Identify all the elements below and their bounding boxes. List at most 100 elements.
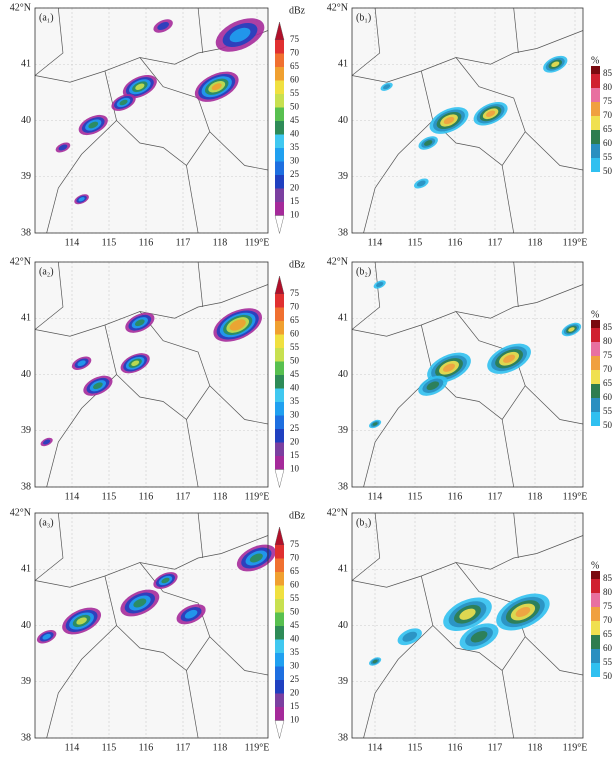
colorbar-segment xyxy=(591,116,600,130)
panel-label: (b₂) xyxy=(356,266,371,277)
colorbar-label: 30 xyxy=(290,156,300,166)
colorbar-segment xyxy=(275,415,284,429)
colorbar-label: 75 xyxy=(290,539,300,549)
x-tick-label: 115 xyxy=(408,237,423,248)
boundary xyxy=(363,625,434,739)
boundary xyxy=(455,57,526,166)
y-tick-label: 39 xyxy=(338,425,348,436)
colorbar-segment xyxy=(591,320,600,328)
x-tick-label: 118 xyxy=(528,237,543,248)
panel: 114 115 116 117 118 119°E 42°N 41 40 39 38 (a₂) dBz 7… xyxy=(10,256,306,502)
echo-region xyxy=(76,617,87,625)
y-tick-label: 38 xyxy=(338,227,348,238)
y-tick-label: 38 xyxy=(338,732,348,743)
boundary xyxy=(513,7,519,54)
echo-region xyxy=(485,110,496,117)
echo-region xyxy=(402,631,418,642)
colorbar-segment xyxy=(275,80,284,94)
colorbar-end xyxy=(274,215,285,234)
echo-region xyxy=(78,197,85,202)
y-tick-label: 41 xyxy=(338,313,348,324)
y-tick-label: 39 xyxy=(21,425,31,436)
echo-region xyxy=(93,382,103,390)
boundary xyxy=(34,284,269,337)
colorbar-segment xyxy=(591,412,600,426)
y-tick-label: 41 xyxy=(338,564,348,575)
colorbar-segment xyxy=(275,639,284,653)
x-tick-label: 115 xyxy=(102,742,117,753)
echo-region xyxy=(503,354,516,363)
boundary xyxy=(34,7,64,76)
y-tick-label: 42°N xyxy=(327,507,348,518)
colorbar-label: 10 xyxy=(290,464,300,474)
colorbar-segment xyxy=(275,294,284,308)
y-tick-label: 39 xyxy=(21,676,31,687)
colorbar-label: 80 xyxy=(603,336,613,346)
map-frame xyxy=(351,261,584,488)
colorbar-segment xyxy=(275,121,284,135)
colorbar-label: 45 xyxy=(290,369,300,379)
y-tick-label: 40 xyxy=(21,115,31,126)
colorbar-segment xyxy=(275,175,284,189)
colorbar-segment xyxy=(275,429,284,443)
colorbar-end xyxy=(274,21,285,41)
map-frame xyxy=(351,512,584,739)
boundary xyxy=(525,131,584,171)
y-tick-label: 38 xyxy=(21,481,31,492)
colorbar-label: 20 xyxy=(290,437,300,447)
x-tick-label: 116 xyxy=(139,742,154,753)
colorbar-end xyxy=(274,275,285,295)
y-tick-label: 38 xyxy=(21,732,31,743)
colorbar-label: 55 xyxy=(603,406,613,416)
colorbar-label: 85 xyxy=(603,573,613,583)
x-tick-label: 118 xyxy=(213,742,228,753)
boundary xyxy=(525,636,584,676)
echo-region xyxy=(131,360,140,366)
echo-region xyxy=(43,439,51,445)
echo-region xyxy=(58,144,68,151)
colorbar-label: 35 xyxy=(290,647,300,657)
colorbar-segment xyxy=(591,621,600,635)
map-frame xyxy=(351,7,584,234)
colorbar-segment xyxy=(275,161,284,175)
x-tick-label: 115 xyxy=(408,491,423,502)
colorbar-segment xyxy=(275,361,284,375)
boundary xyxy=(209,385,269,425)
colorbar-segment xyxy=(275,599,284,613)
map-frame xyxy=(34,512,269,739)
panel-label: (a₁) xyxy=(39,12,54,23)
x-tick-label: 116 xyxy=(448,237,463,248)
colorbar-segment xyxy=(275,53,284,67)
colorbar-label: 10 xyxy=(290,715,300,725)
colorbar-segment xyxy=(275,572,284,586)
colorbar-segment xyxy=(591,328,600,342)
colorbar-label: 55 xyxy=(290,342,300,352)
colorbar-label: 20 xyxy=(290,183,300,193)
colorbar-label: 35 xyxy=(290,396,300,406)
echo-region xyxy=(249,553,263,563)
echo-region xyxy=(161,577,170,584)
colorbar-label: 25 xyxy=(290,169,300,179)
boundary xyxy=(351,535,584,588)
echo-region xyxy=(372,659,378,664)
colorbar-segment xyxy=(275,307,284,321)
boundary xyxy=(351,30,584,83)
colorbar-label: 60 xyxy=(603,643,613,653)
y-tick-label: 42°N xyxy=(327,2,348,13)
colorbar-label: 15 xyxy=(290,196,300,206)
echo-region xyxy=(426,381,440,391)
colorbar-segment xyxy=(275,585,284,599)
boundary xyxy=(139,311,211,420)
colorbar-label: 70 xyxy=(290,553,300,563)
colorbar-label: 80 xyxy=(603,587,613,597)
colorbar-segment xyxy=(275,680,284,694)
boundary xyxy=(197,512,204,559)
colorbar-unit: dBz xyxy=(289,510,306,521)
colorbar-label: 45 xyxy=(290,115,300,125)
panel: 114 115 116 117 118 119°E 42°N 41 40 39 38 (b₂)% 85 8… xyxy=(327,256,613,502)
colorbar-label: 15 xyxy=(290,450,300,460)
colorbar-label: 55 xyxy=(603,152,613,162)
x-tick-label: 119°E xyxy=(563,742,588,753)
boundary xyxy=(34,30,269,83)
